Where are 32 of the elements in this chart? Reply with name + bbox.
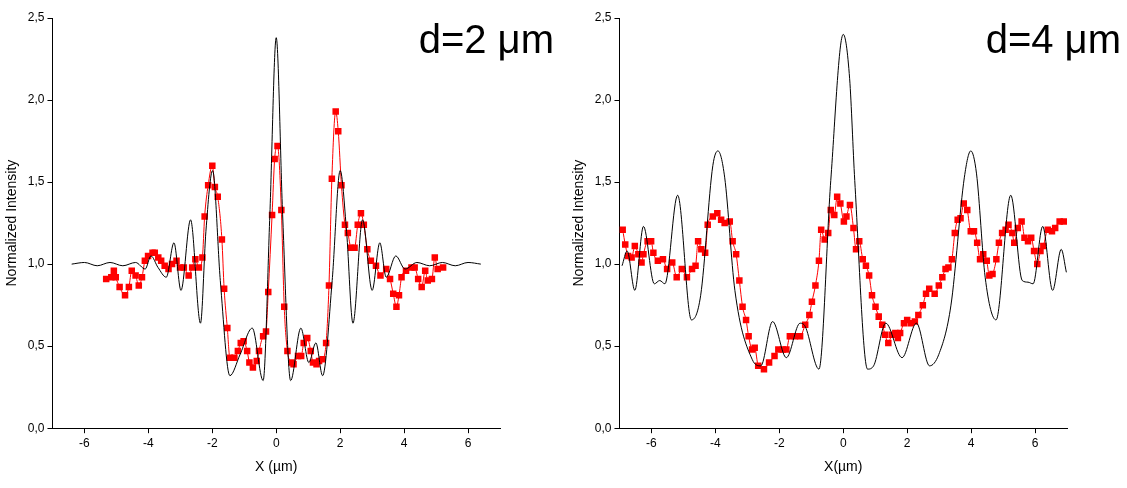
x-axis-title: X(µm) xyxy=(824,458,863,475)
x-tick-label: -4 xyxy=(710,435,722,450)
y-tick-label: 0,5 xyxy=(594,338,612,353)
y-tick-label: 1,5 xyxy=(594,174,612,189)
x-tick-label: 6 xyxy=(1031,435,1039,450)
annotation: d=4 μm xyxy=(985,17,1121,62)
y-axis-title: Normalized Intensity xyxy=(570,159,587,287)
y-tick-label: 1,0 xyxy=(27,256,45,271)
x-tick-label: 2 xyxy=(336,435,344,450)
x-axis-title: X (µm) xyxy=(255,458,298,475)
x-tick-label: 4 xyxy=(400,435,408,450)
y-tick-label: 2,0 xyxy=(594,92,612,107)
x-tick-label: -2 xyxy=(773,435,785,450)
x-tick-label: -6 xyxy=(646,435,658,450)
y-tick-label: 2,0 xyxy=(27,92,45,107)
x-tick-label: 0 xyxy=(839,435,847,450)
x-tick-label: -6 xyxy=(79,435,91,450)
y-axis-title: Normalized Intensity xyxy=(3,159,20,287)
y-tick-label: 0,5 xyxy=(27,338,45,353)
y-tick-label: 1,0 xyxy=(594,256,612,271)
y-tick-label: 1,5 xyxy=(27,174,45,189)
annotation: d=2 μm xyxy=(418,17,554,62)
y-tick-label: 2,5 xyxy=(27,10,45,25)
x-tick-label: 4 xyxy=(967,435,975,450)
x-tick-label: 2 xyxy=(903,435,911,450)
y-tick-label: 2,5 xyxy=(594,10,612,25)
y-tick-label: 0,0 xyxy=(27,420,45,435)
y-tick-label: 0,0 xyxy=(594,420,612,435)
x-tick-label: -2 xyxy=(206,435,218,450)
x-tick-label: 0 xyxy=(272,435,280,450)
x-tick-label: 6 xyxy=(464,435,472,450)
x-tick-label: -4 xyxy=(143,435,155,450)
